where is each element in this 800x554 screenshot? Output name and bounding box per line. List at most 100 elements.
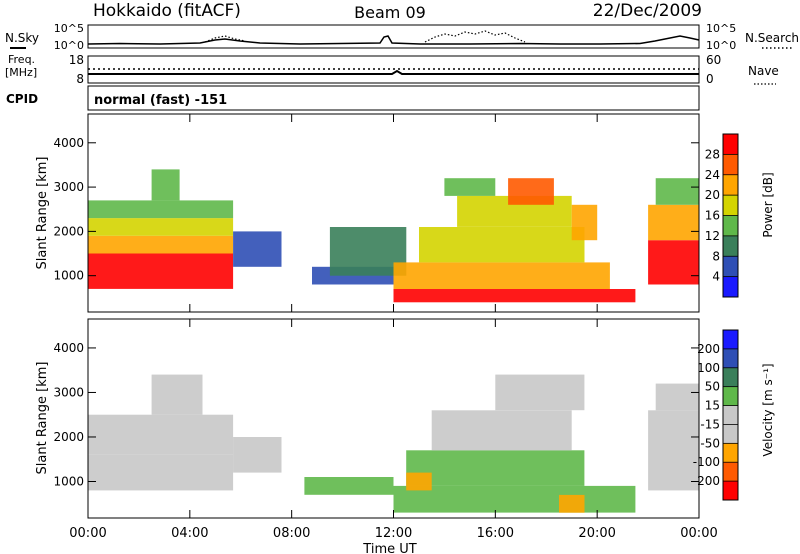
velocity-region-0 (88, 454, 234, 491)
power-region-12 (508, 178, 554, 205)
freq-left-tick-top: 18 (69, 53, 84, 67)
velocity-region-3 (233, 437, 282, 473)
power-region-5 (233, 231, 282, 267)
velocity-region-4 (304, 477, 394, 495)
velocity-colorbar-swatch-5 (723, 424, 738, 444)
freq-right-tick-top: 60 (706, 53, 721, 67)
velocity-colorbar-tick-label-0: 200 (697, 342, 720, 356)
velocity-colorbar-tick-label-4: -15 (700, 417, 720, 431)
nave-label: Nave (748, 64, 779, 78)
velocity-y-tick-label-3: 4000 (53, 341, 84, 355)
noise-sky-line (87, 35, 700, 45)
velocity-colorbar-tick-label-7: -200 (693, 474, 720, 488)
power-region-4 (151, 169, 180, 201)
time-tick-label-0: 00:00 (69, 526, 106, 541)
cpid-label: CPID (6, 92, 38, 106)
power-colorbar-tick-label-3: 16 (705, 209, 720, 223)
cpid-value: normal (fast) -151 (94, 93, 227, 108)
velocity-region-5 (393, 485, 636, 513)
power-region-17 (655, 178, 699, 205)
power-colorbar: 4 8 12 16 20 24 28 (705, 133, 739, 298)
time-tick-label-2: 08:00 (273, 526, 310, 541)
power-region-3 (88, 200, 234, 219)
velocity-colorbar: 200 100 50 15 -15 -50 -100 -200 (693, 329, 739, 501)
velocity-region-11 (648, 410, 699, 491)
power-colorbar-tick-label-1: 8 (712, 249, 720, 263)
beam-title: Beam 09 (354, 3, 426, 22)
velocity-region-12 (655, 383, 699, 411)
cpid-frame (87, 85, 700, 111)
velocity-data (88, 374, 699, 513)
power-region-1 (88, 235, 234, 254)
power-region-2 (88, 218, 234, 236)
velocity-colorbar-swatch-2 (723, 367, 738, 388)
velocity-colorbar-swatch-4 (723, 405, 738, 425)
power-region-15 (648, 240, 699, 285)
velocity-colorbar-swatch-3 (723, 386, 738, 407)
noise-panel: N.Sky 10^5 10^0 10^5 10^0 N.Search (5, 22, 799, 52)
power-y-tick-label-1: 2000 (53, 224, 84, 238)
power-colorbar-swatch-3 (723, 195, 738, 216)
velocity-y-tick-label-2: 3000 (53, 385, 84, 399)
velocity-y-axis-label: Slant Range [km] (35, 362, 50, 475)
noise-search-dots (204, 30, 526, 43)
power-colorbar-tick-label-0: 4 (712, 270, 720, 284)
power-colorbar-swatch-2 (723, 174, 738, 196)
velocity-y-tick-label-0: 1000 (53, 474, 84, 488)
velocity-colorbar-swatch-8 (723, 481, 738, 501)
power-colorbar-swatch-1 (723, 154, 738, 176)
power-colorbar-tick-label-6: 28 (705, 147, 720, 161)
power-region-10 (419, 227, 585, 263)
time-axis-title: Time UT (362, 542, 416, 554)
velocity-region-8 (495, 374, 585, 411)
time-axis-labels: 00:00 04:00 08:00 12:00 16:00 20:00 00:00 (69, 526, 717, 541)
freq-left-tick-bottom: 8 (76, 72, 84, 86)
velocity-colorbar-tick-label-2: 50 (705, 380, 720, 394)
freq-label-top: Freq. (8, 53, 35, 66)
velocity-colorbar-tick-label-1: 100 (697, 361, 720, 375)
velocity-y-ticks: 1000 2000 3000 4000 (53, 341, 699, 488)
noise-right-tick-top: 10^5 (706, 22, 736, 35)
time-tick-label-5: 20:00 (578, 526, 615, 541)
noise-left-tick-bottom: 10^0 (54, 39, 84, 52)
velocity-region-10 (559, 494, 585, 513)
power-x-ticks (87, 114, 700, 312)
frequency-panel: Freq. [MHz] 18 8 60 0 Nave (5, 53, 779, 86)
velocity-colorbar-label: Velocity [m s⁻¹] (761, 363, 775, 456)
power-y-tick-label-0: 1000 (53, 269, 84, 283)
power-colorbar-tick-label-4: 20 (705, 188, 720, 202)
power-colorbar-swatch-4 (723, 215, 738, 237)
power-y-tick-label-2: 3000 (53, 180, 84, 194)
power-region-13 (444, 178, 496, 196)
power-region-9 (393, 262, 610, 289)
noise-left-tick-top: 10^5 (54, 22, 84, 35)
power-y-tick-label-3: 4000 (53, 136, 84, 150)
power-colorbar-label: Power [dB] (761, 172, 775, 237)
noise-frame (87, 24, 700, 49)
time-tick-label-1: 04:00 (171, 526, 208, 541)
date-title: 22/Dec/2009 (593, 1, 702, 21)
power-y-axis-label: Slant Range [km] (35, 157, 50, 270)
velocity-colorbar-swatch-6 (723, 443, 738, 463)
power-colorbar-swatch-5 (723, 235, 738, 257)
power-region-8 (393, 289, 636, 303)
velocity-colorbar-tick-label-3: 15 (705, 399, 720, 413)
power-panel: 1000 2000 3000 4000 Slant Range [km] 4 8 12 16… (35, 113, 775, 313)
power-data (88, 169, 699, 303)
power-colorbar-tick-label-5: 24 (705, 168, 720, 182)
power-y-ticks: 1000 2000 3000 4000 (53, 136, 699, 283)
noise-right-tick-bottom: 10^0 (706, 39, 736, 52)
velocity-region-7 (431, 410, 572, 451)
velocity-region-1 (88, 414, 234, 455)
freq-label-bottom: [MHz] (5, 66, 37, 79)
freq-right-tick-bottom: 0 (706, 72, 714, 86)
velocity-colorbar-tick-label-6: -100 (693, 455, 720, 469)
velocity-region-9 (406, 472, 432, 491)
power-colorbar-tick-label-2: 12 (705, 229, 720, 243)
velocity-colorbar-swatch-1 (723, 348, 738, 369)
noise-left-label: N.Sky (5, 31, 39, 45)
velocity-region-6 (406, 450, 585, 486)
frequency-line (88, 69, 699, 75)
